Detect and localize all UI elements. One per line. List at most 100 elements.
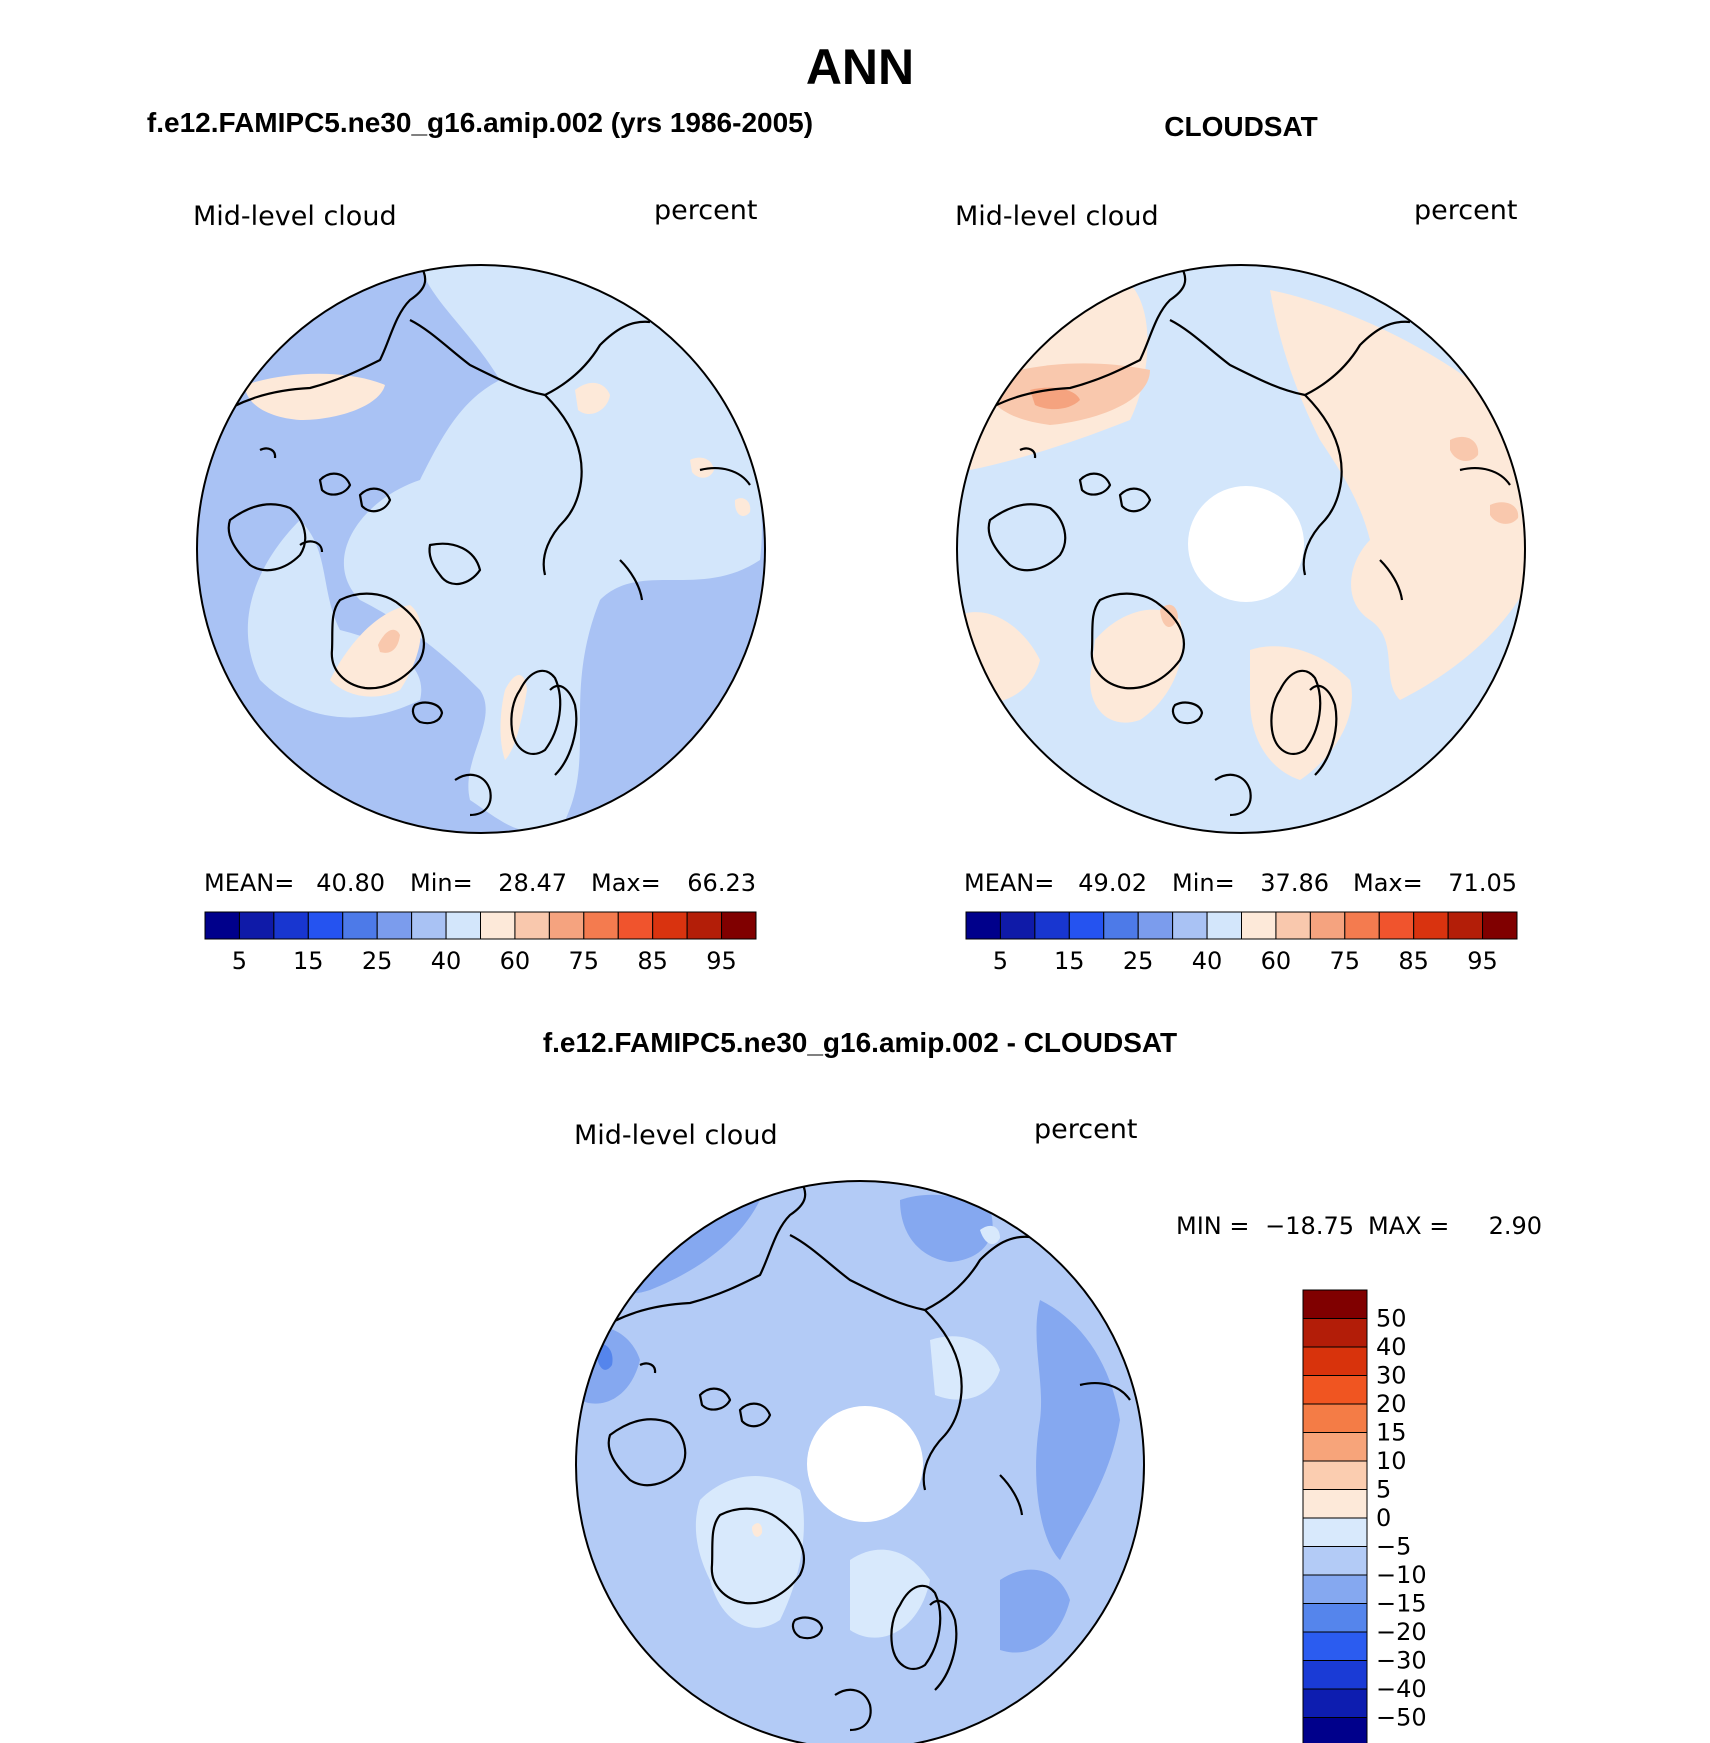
colorbar-swatch	[1302, 1688, 1368, 1718]
colorbar-swatch	[1378, 911, 1415, 940]
colorbar-swatch	[411, 911, 447, 940]
colorbar-swatch	[1302, 1432, 1368, 1462]
panel-obs-case-title: CLOUDSAT	[1164, 111, 1317, 142]
colorbar-tick-label: 40	[1376, 1333, 1407, 1361]
panel-diff-min-label: MIN =	[1176, 1212, 1249, 1240]
colorbar-swatch	[1068, 911, 1105, 940]
colorbar-swatch	[1302, 1403, 1368, 1433]
colorbar-swatch	[1482, 911, 1518, 940]
colorbar-swatch	[342, 911, 378, 940]
panel-obs-min-value: 37.86	[1260, 869, 1329, 897]
panel-obs-mean-value: 49.02	[1078, 869, 1147, 897]
colorbar-swatch	[1302, 1603, 1368, 1633]
colorbar-tick-label: 25	[362, 947, 393, 975]
colorbar-swatch	[204, 911, 240, 940]
panel-obs-variable: Mid-level cloud	[955, 201, 1159, 232]
panel-diff-max-value: 2.90	[1489, 1212, 1542, 1240]
panel-model-mean-value: 40.80	[316, 869, 385, 897]
panel-model-stats: MEAN= 40.80 Min= 28.47 Max= 66.23	[204, 869, 756, 897]
panel-obs-min-label: Min=	[1172, 869, 1235, 897]
panel-obs: CLOUDSAT Mid-level cloud percent	[955, 111, 1526, 975]
colorbar-swatch	[1302, 1631, 1368, 1661]
colorbar-tick-label: 95	[706, 947, 737, 975]
panel-model-mean-label: MEAN=	[204, 869, 294, 897]
colorbar-tick-label: 15	[1376, 1419, 1407, 1447]
colorbar-tick-label: 0	[1376, 1504, 1391, 1532]
colorbar-swatch	[721, 911, 757, 940]
panel-model: f.e12.FAMIPC5.ne30_g16.amip.002 (yrs 198…	[147, 107, 813, 975]
colorbar-tick-label: −20	[1376, 1618, 1427, 1646]
colorbar-swatch	[1137, 911, 1174, 940]
colorbar-swatch	[617, 911, 654, 940]
panel-obs-map	[956, 264, 1526, 834]
colorbar-swatch	[1413, 911, 1449, 940]
colorbar-swatch	[1302, 1546, 1368, 1576]
colorbar-tick-label: −5	[1376, 1533, 1411, 1561]
panel-model-min-label: Min=	[410, 869, 473, 897]
colorbar-swatch	[273, 911, 309, 940]
panel-obs-units: percent	[1414, 195, 1517, 226]
panel-diff-max-label: MAX =	[1368, 1212, 1449, 1240]
colorbar-tick-label: 5	[1376, 1476, 1391, 1504]
colorbar-swatch	[514, 911, 550, 940]
panel-model-max-value: 66.23	[687, 869, 756, 897]
colorbar-swatch	[1241, 911, 1277, 940]
colorbar-tick-label: −50	[1376, 1704, 1427, 1732]
panel-model-colorbar: 5 15 25 40 60 75 85 95	[204, 911, 757, 975]
colorbar-swatch	[1275, 911, 1311, 940]
colorbar-tick-label: 15	[1054, 947, 1085, 975]
colorbar-swatch	[307, 911, 344, 940]
colorbar-tick-label: 5	[993, 947, 1008, 975]
colorbar-tick-label: −30	[1376, 1647, 1427, 1675]
panel-diff-stats: MIN = −18.75 MAX = 2.90	[1176, 1212, 1542, 1240]
colorbar-tick-label: 95	[1467, 947, 1498, 975]
colorbar-swatch	[1302, 1517, 1368, 1547]
panel-diff-case-title: f.e12.FAMIPC5.ne30_g16.amip.002 - CLOUDS…	[543, 1027, 1177, 1058]
colorbar-swatch	[1309, 911, 1346, 940]
colorbar-tick-label: 85	[637, 947, 668, 975]
colorbar-tick-label: 50	[1376, 1305, 1407, 1333]
colorbar-swatch	[445, 911, 481, 940]
colorbar-swatch	[1302, 1318, 1368, 1348]
colorbar-tick-label: 40	[431, 947, 462, 975]
colorbar-swatch	[1302, 1660, 1368, 1690]
colorbar-swatch	[1302, 1375, 1368, 1405]
colorbar-swatch	[548, 911, 585, 940]
panel-obs-colorbar: 5 15 25 40 60 75 85 95	[965, 911, 1518, 975]
panel-diff-variable: Mid-level cloud	[574, 1120, 778, 1151]
panel-model-map	[196, 264, 766, 834]
colorbar-tick-label: −40	[1376, 1675, 1427, 1703]
panel-obs-max-value: 71.05	[1448, 869, 1517, 897]
colorbar-tick-label: 60	[500, 947, 531, 975]
figure-title: ANN	[806, 39, 914, 95]
panel-diff-units: percent	[1034, 1114, 1137, 1145]
colorbar-swatch	[1206, 911, 1242, 940]
colorbar-tick-label: 30	[1376, 1362, 1407, 1390]
colorbar-swatch	[1302, 1460, 1368, 1490]
colorbar-tick-label: 60	[1261, 947, 1292, 975]
colorbar-swatch	[376, 911, 413, 940]
colorbar-tick-label: −10	[1376, 1561, 1427, 1589]
colorbar-tick-label: 5	[232, 947, 247, 975]
colorbar-swatch	[238, 911, 275, 940]
panel-model-variable: Mid-level cloud	[193, 201, 397, 232]
colorbar-swatch	[1172, 911, 1208, 940]
colorbar-swatch	[1344, 911, 1380, 940]
colorbar-tick-label: 20	[1376, 1390, 1407, 1418]
panel-model-max-label: Max=	[591, 869, 661, 897]
colorbar-swatch	[1302, 1289, 1368, 1319]
colorbar-swatch	[583, 911, 619, 940]
colorbar-tick-label: 25	[1123, 947, 1154, 975]
panel-model-min-value: 28.47	[498, 869, 567, 897]
panel-model-units: percent	[654, 195, 757, 226]
colorbar-swatch	[652, 911, 688, 940]
panel-obs-mean-label: MEAN=	[964, 869, 1054, 897]
panel-obs-stats: MEAN= 49.02 Min= 37.86 Max= 71.05	[964, 869, 1517, 897]
panel-diff-map	[575, 1180, 1145, 1743]
colorbar-swatch	[1447, 911, 1484, 940]
colorbar-swatch	[965, 911, 1001, 940]
colorbar-tick-label: 10	[1376, 1447, 1407, 1475]
colorbar-swatch	[1302, 1346, 1368, 1376]
